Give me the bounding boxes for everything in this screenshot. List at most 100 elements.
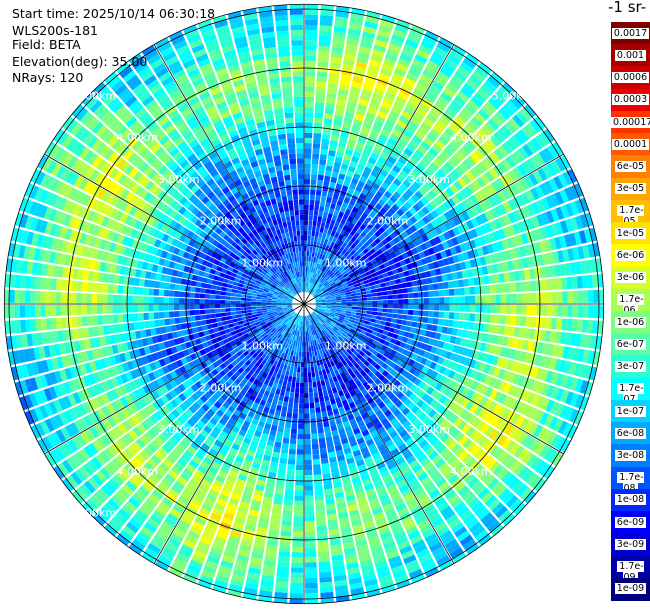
ray-cell: [315, 376, 321, 382]
ray-cell: [320, 452, 328, 459]
ray-cell: [387, 331, 394, 338]
ray-cell: [377, 569, 391, 579]
ray-cell: [434, 497, 447, 508]
ray-cell: [427, 409, 437, 419]
ray-cell: [474, 313, 481, 322]
ray-cell: [280, 149, 288, 156]
ray-cell: [579, 380, 589, 394]
ray-cell: [330, 308, 337, 311]
ray-cell: [437, 501, 450, 512]
ray-cell: [276, 431, 284, 438]
ray-cell: [71, 280, 78, 292]
ray-cell: [382, 304, 388, 309]
ray-cell: [335, 331, 342, 336]
ray-cell: [354, 486, 365, 495]
ray-cell: [294, 392, 299, 399]
ray-cell: [308, 387, 313, 393]
ray-cell: [308, 341, 311, 347]
ray-cell: [471, 350, 480, 360]
ray-cell: [318, 319, 324, 325]
ray-cell: [466, 378, 475, 389]
ray-cell: [403, 554, 417, 565]
ray-cell: [522, 451, 534, 465]
ray-cell: [485, 457, 497, 470]
ray-cell: [200, 288, 206, 294]
ray-cell: [542, 343, 550, 355]
ray-cell: [496, 467, 509, 480]
ray-cell: [373, 512, 385, 521]
ray-cell: [371, 311, 378, 316]
ray-cell: [349, 390, 356, 397]
ray-cell: [366, 378, 374, 385]
ray-cell: [439, 375, 448, 384]
ray-cell: [461, 329, 468, 338]
ray-cell: [14, 305, 21, 318]
ray-cell: [593, 305, 599, 319]
ray-cell: [429, 331, 437, 339]
ray-cell: [338, 317, 344, 322]
ray-cell: [274, 586, 288, 593]
ray-cell: [312, 311, 318, 316]
ray-cell: [149, 320, 156, 328]
ray-cell: [327, 388, 333, 395]
ray-cell: [277, 473, 286, 480]
ray-cell: [315, 316, 320, 321]
ray-cell: [288, 402, 294, 408]
ray-cell: [473, 405, 484, 417]
ray-cell: [451, 403, 461, 414]
ray-cell: [158, 311, 165, 319]
ray-cell: [357, 366, 364, 373]
ray-cell: [343, 404, 351, 411]
ray-cell: [393, 328, 400, 335]
ray-cell: [498, 325, 505, 335]
ray-cell: [286, 412, 293, 419]
ray-cell: [367, 492, 378, 501]
ray-cell: [282, 510, 293, 517]
ray-cell: [501, 408, 512, 420]
ray-cell: [346, 323, 353, 328]
ray-cell: [468, 359, 477, 369]
ray-cell: [363, 335, 370, 341]
ray-cell: [321, 369, 327, 376]
ray-cell: [489, 389, 498, 400]
ray-cell: [344, 317, 350, 322]
ray-cell: [288, 205, 294, 211]
ray-cell: [128, 277, 135, 286]
ray-cell: [329, 330, 335, 336]
ray-cell: [341, 353, 347, 360]
ray-cell: [423, 504, 436, 515]
ray-cell: [426, 508, 439, 519]
ray-cell: [509, 442, 521, 456]
ray-cell: [321, 304, 327, 307]
ray-cell: [507, 384, 517, 396]
ray-cell: [299, 387, 304, 394]
ray-cell: [435, 347, 443, 356]
ray-cell: [319, 571, 332, 578]
ray-cell: [292, 371, 297, 378]
ray-cell: [343, 337, 350, 343]
ray-cell: [370, 447, 379, 456]
ray-cell: [107, 294, 113, 304]
ray-cell: [279, 211, 286, 218]
ray-cell: [295, 464, 304, 471]
ray-cell: [426, 386, 435, 396]
ray-cell: [388, 555, 402, 565]
ray-cell: [25, 275, 32, 289]
ray-cell: [313, 323, 317, 329]
ray-cell: [484, 375, 493, 386]
ray-cell: [423, 480, 435, 491]
ray-cell: [338, 327, 345, 333]
ray-cell: [282, 86, 293, 93]
ray-cell: [305, 336, 308, 342]
ray-cell: [290, 174, 297, 180]
ray-cell: [364, 404, 372, 413]
ray-cell: [406, 338, 413, 345]
ray-cell: [285, 484, 294, 491]
ray-cell: [292, 355, 296, 362]
ray-cell: [510, 412, 521, 425]
ray-cell: [321, 411, 328, 418]
ray-cell: [403, 451, 414, 461]
ray-cell: [307, 315, 310, 321]
ray-cell: [411, 405, 420, 414]
ray-cell: [325, 400, 331, 407]
